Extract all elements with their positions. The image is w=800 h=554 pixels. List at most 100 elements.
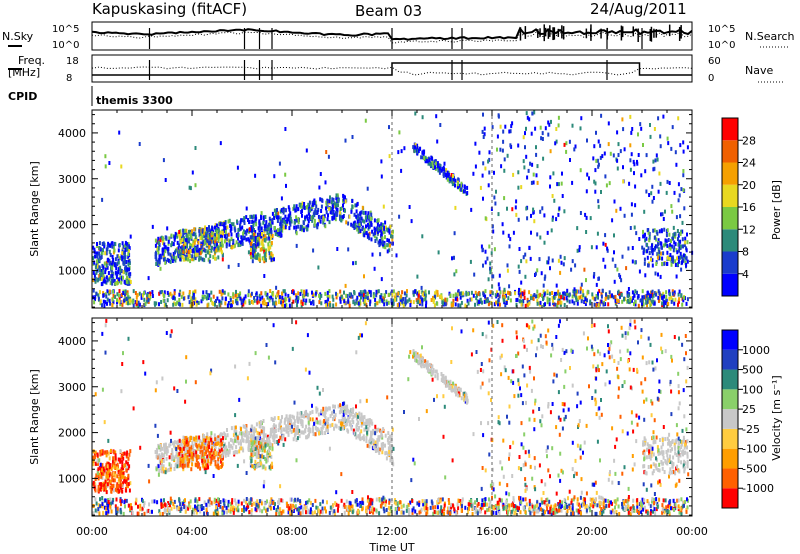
power-cell-1589 bbox=[431, 161, 434, 166]
power-cell-2784 bbox=[666, 179, 669, 184]
power-cell-3042 bbox=[646, 255, 649, 260]
power-cell-1942 bbox=[158, 302, 160, 307]
power-cell-3075 bbox=[684, 253, 686, 258]
velocity-cell-1297 bbox=[220, 442, 223, 447]
power-cell-2884 bbox=[500, 164, 503, 169]
power-cell-2122 bbox=[575, 291, 578, 296]
power-cell-2457 bbox=[281, 295, 284, 300]
power-cell-2518 bbox=[98, 290, 101, 295]
power-cell-2990 bbox=[644, 169, 647, 174]
power-cell-3170 bbox=[657, 242, 660, 247]
power-cell-366 bbox=[363, 233, 366, 238]
power-cell-821 bbox=[230, 226, 233, 231]
power-cell-2051 bbox=[104, 300, 107, 305]
velocity-cell-1251 bbox=[182, 465, 185, 470]
power-cell-2373 bbox=[112, 289, 114, 294]
power-cell-1129 bbox=[93, 247, 96, 252]
velocity-cell-659 bbox=[296, 436, 299, 441]
power-cell-795 bbox=[267, 227, 270, 232]
power-cell-1442 bbox=[263, 238, 266, 243]
velocity-cell-838 bbox=[294, 432, 297, 437]
power-cell-2426 bbox=[182, 296, 185, 301]
velocity-cell-875 bbox=[287, 430, 290, 435]
power-cell-2955 bbox=[508, 244, 511, 249]
power-cell-1509 bbox=[450, 173, 453, 177]
power-cell-1663 bbox=[460, 291, 463, 296]
power-cell-771 bbox=[351, 199, 354, 203]
power-cell-350 bbox=[335, 196, 338, 201]
power-cell-3003 bbox=[683, 295, 685, 300]
velocity-cell-1284 bbox=[207, 465, 210, 470]
power-cell-612 bbox=[372, 232, 375, 237]
velocity-cell-649 bbox=[368, 423, 371, 428]
power-cell-842 bbox=[359, 211, 362, 216]
power-cell-3089 bbox=[659, 251, 662, 256]
velocity-cell-374 bbox=[370, 430, 372, 435]
power-cell-1315 bbox=[221, 252, 224, 257]
power-cell-2679 bbox=[550, 228, 553, 233]
power-cell-3164 bbox=[677, 237, 679, 242]
power-cell-433 bbox=[263, 224, 266, 228]
velocity-cell-567 bbox=[368, 444, 371, 449]
velocity-cell-1208 bbox=[219, 454, 222, 459]
velocity-cell-1003 bbox=[110, 448, 112, 453]
velocity-cell-1064 bbox=[103, 487, 105, 492]
power-cell-1402 bbox=[254, 253, 257, 257]
velocity-cell-419 bbox=[290, 422, 293, 427]
power-cell-1921 bbox=[95, 291, 98, 296]
power-cell-896 bbox=[366, 233, 369, 238]
power-cell-2980 bbox=[675, 274, 678, 279]
power-cell-2921 bbox=[547, 260, 550, 265]
power-cell-2833 bbox=[634, 260, 637, 265]
power-cell-1829 bbox=[499, 290, 502, 295]
power-cell-1808 bbox=[624, 297, 627, 302]
velocity-cell-278 bbox=[287, 417, 290, 422]
power-cell-1634 bbox=[132, 289, 135, 294]
velocity-cell-1191 bbox=[213, 455, 216, 460]
power-cell-2729 bbox=[503, 196, 506, 201]
velocity-cell-3 bbox=[256, 430, 259, 435]
power-cell-2001 bbox=[206, 303, 209, 308]
power-cell-1800 bbox=[118, 297, 121, 302]
power-cell-2512 bbox=[575, 298, 578, 303]
velocity-cell-968 bbox=[113, 456, 116, 461]
power-cell-372 bbox=[186, 254, 189, 259]
velocity-cell-1319 bbox=[214, 462, 217, 467]
power-cell-2802 bbox=[584, 212, 587, 217]
power-cell-2357 bbox=[311, 290, 313, 295]
power-cell-3353 bbox=[118, 130, 121, 135]
power-cell-122 bbox=[347, 221, 350, 226]
power-cell-1776 bbox=[481, 300, 483, 305]
power-cell-2523 bbox=[598, 289, 601, 294]
power-cell-118 bbox=[178, 243, 181, 248]
power-cell-2325 bbox=[261, 295, 264, 300]
power-cell-48 bbox=[211, 235, 214, 240]
velocity-cell-57 bbox=[200, 454, 203, 459]
power-cell-2330 bbox=[288, 303, 291, 308]
power-cell-3235 bbox=[470, 207, 473, 212]
power-cell-2889 bbox=[596, 231, 599, 236]
power-cell-2364 bbox=[577, 295, 580, 300]
power-cell-522 bbox=[337, 203, 339, 208]
power-cell-864 bbox=[161, 251, 164, 256]
power-cell-2374 bbox=[162, 298, 165, 303]
power-cell-2200 bbox=[423, 292, 426, 296]
power-cell-2991 bbox=[560, 260, 563, 265]
power-cell-2282 bbox=[223, 290, 226, 295]
power-cell-746 bbox=[280, 223, 283, 228]
power-cell-807 bbox=[248, 219, 251, 224]
power-cell-2620 bbox=[525, 259, 528, 264]
power-cell-3227 bbox=[608, 181, 611, 186]
velocity-cell-1317 bbox=[182, 435, 185, 440]
power-cell-3157 bbox=[669, 246, 672, 251]
power-cell-1212 bbox=[195, 248, 198, 253]
power-cell-3342 bbox=[602, 241, 605, 246]
power-cell-2338 bbox=[176, 300, 179, 305]
power-cell-545 bbox=[356, 227, 359, 232]
power-cell-2624 bbox=[490, 251, 493, 256]
power-cell-3251 bbox=[595, 130, 597, 135]
power-cell-1618 bbox=[392, 289, 395, 294]
power-cell-3326 bbox=[388, 125, 390, 130]
velocity-cell-12 bbox=[391, 457, 394, 462]
power-cell-1294 bbox=[201, 228, 204, 233]
